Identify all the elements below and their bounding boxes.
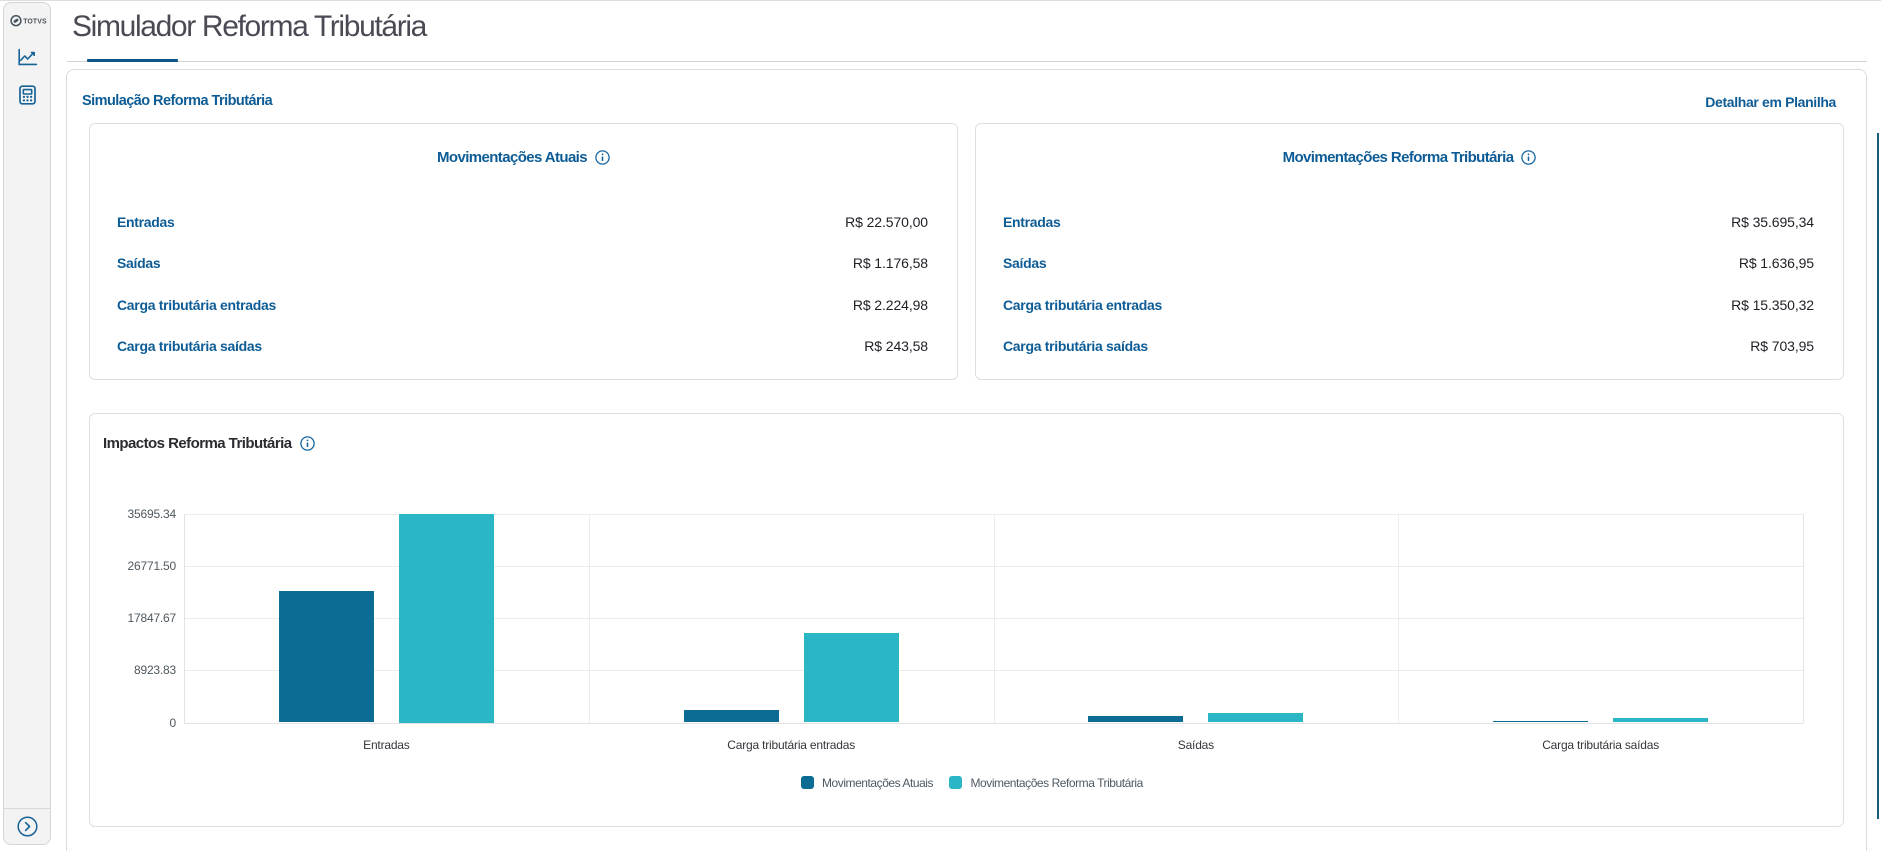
svg-text:TOTVS: TOTVS (23, 19, 47, 26)
